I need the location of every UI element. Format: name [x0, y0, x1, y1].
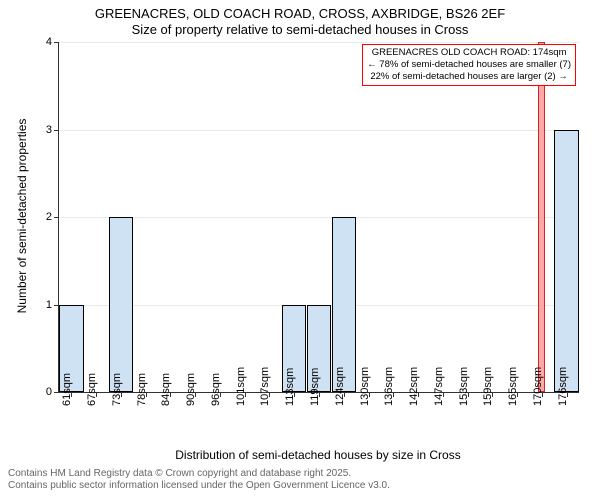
ytick-label: 4: [12, 36, 52, 48]
title-line1: GREENACRES, OLD COACH ROAD, CROSS, AXBRI…: [95, 6, 505, 21]
footer-line: Contains public sector information licen…: [8, 480, 390, 492]
ytick-mark: [54, 217, 59, 218]
annotation-line: GREENACRES OLD COACH ROAD: 174sqm: [367, 47, 571, 59]
annotation-line: ← 78% of semi-detached houses are smalle…: [367, 59, 571, 71]
ytick-label: 3: [12, 124, 52, 136]
annotation-box: GREENACRES OLD COACH ROAD: 174sqm ← 78% …: [362, 44, 576, 86]
footer-line: Contains HM Land Registry data © Crown c…: [8, 468, 390, 480]
x-axis-label: Distribution of semi-detached houses by …: [58, 448, 578, 462]
bar: [109, 217, 133, 392]
highlight-bar: [538, 42, 545, 392]
chart-title: GREENACRES, OLD COACH ROAD, CROSS, AXBRI…: [0, 6, 600, 39]
ytick-label: 0: [12, 386, 52, 398]
bar: [332, 217, 356, 392]
title-line2: Size of property relative to semi-detach…: [132, 22, 469, 37]
gridline: [59, 130, 579, 131]
ytick-mark: [54, 130, 59, 131]
ytick-mark: [54, 392, 59, 393]
ytick-label: 2: [12, 211, 52, 223]
plot-area: [58, 42, 579, 393]
footer-text: Contains HM Land Registry data © Crown c…: [8, 468, 390, 492]
ytick-mark: [54, 42, 59, 43]
gridline: [59, 217, 579, 218]
gridline: [59, 42, 579, 43]
annotation-line: 22% of semi-detached houses are larger (…: [367, 71, 571, 83]
bar: [554, 130, 578, 393]
ytick-label: 1: [12, 299, 52, 311]
